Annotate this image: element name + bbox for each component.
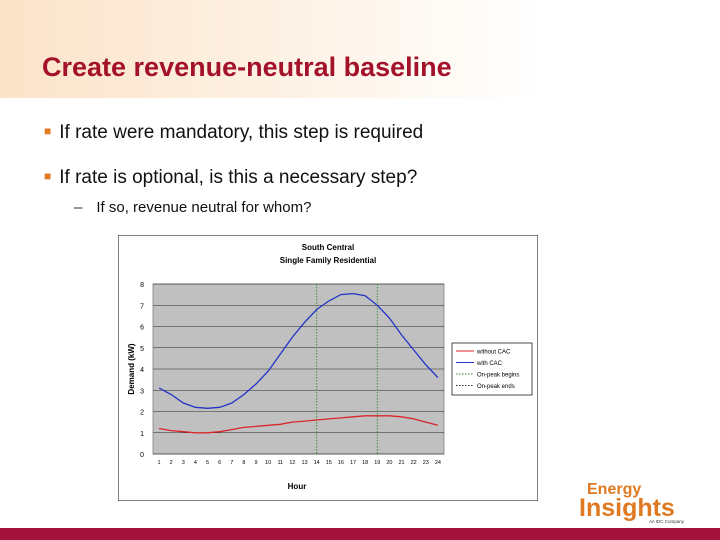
x-tick-label: 2 (170, 460, 173, 466)
x-tick-label: 7 (230, 460, 233, 466)
x-tick-label: 22 (411, 460, 417, 466)
y-tick-label: 3 (140, 388, 144, 395)
bullet-2-text: If rate is optional, is this a necessary… (59, 167, 418, 188)
y-tick-label: 1 (140, 431, 144, 438)
bullet-square-icon: ■ (44, 124, 52, 138)
x-tick-label: 10 (265, 460, 271, 466)
legend-label: On-peak begins (477, 372, 519, 378)
y-tick-label: 6 (140, 325, 144, 332)
x-tick-label: 1 (158, 460, 161, 466)
y-tick-label: 8 (140, 282, 144, 289)
x-tick-label: 12 (289, 460, 295, 466)
bullet-2: ■ If rate is optional, is this a necessar… (44, 167, 417, 189)
logo-line-2: Insights (579, 494, 675, 522)
energy-insights-logo: Energy Insights An IDC Company (579, 481, 685, 524)
title-band (0, 0, 720, 98)
logo-line-1: Energy (587, 481, 641, 498)
bullet-square-icon: ■ (44, 169, 52, 183)
sub-bullet-text: If so, revenue neutral for whom? (96, 199, 312, 216)
chart-title: South Central (302, 243, 354, 252)
y-tick-label: 4 (140, 367, 144, 374)
demand-chart: South Central Single Family Residential … (118, 235, 538, 501)
x-tick-label: 16 (338, 460, 344, 466)
legend-box (451, 342, 533, 396)
chart-legend: without CAC with CAC On-peak begins On-peak… (451, 342, 533, 396)
x-tick-label: 9 (255, 460, 258, 466)
x-tick-label: 19 (374, 460, 380, 466)
x-tick-label: 23 (423, 460, 429, 466)
x-tick-label: 21 (399, 460, 405, 466)
y-axis-label: Demand (kW) (127, 343, 136, 394)
y-tick-label: 5 (140, 346, 144, 353)
legend-label: On-peak ends (477, 384, 515, 390)
bullet-1: ■ If rate were mandatory, this step is re… (44, 122, 423, 144)
x-tick-label: 14 (314, 460, 320, 466)
x-tick-label: 11 (277, 460, 283, 466)
y-tick-label: 7 (140, 303, 144, 310)
series-line (158, 415, 439, 434)
x-tick-label: 24 (435, 460, 441, 466)
x-tick-label: 3 (182, 460, 185, 466)
slide-title: Create revenue-neutral baseline (42, 52, 452, 82)
dash-icon: – (74, 199, 83, 216)
x-tick-label: 17 (350, 460, 356, 466)
chart-subtitle: Single Family Residential (280, 256, 376, 265)
x-tick-label: 6 (218, 460, 221, 466)
x-tick-label: 18 (362, 460, 368, 466)
series-line (158, 292, 439, 409)
bullet-1-text: If rate were mandatory, this step is req… (59, 122, 424, 143)
x-tick-label: 4 (194, 460, 197, 466)
bottom-bar (0, 528, 720, 540)
y-tick-label: 2 (140, 410, 144, 417)
x-tick-label: 8 (242, 460, 245, 466)
x-tick-label: 5 (206, 460, 209, 466)
y-tick-label: 0 (140, 452, 144, 459)
x-axis-label: Hour (288, 482, 307, 491)
legend-label: without CAC (476, 349, 511, 355)
legend-label: with CAC (476, 361, 503, 367)
x-tick-label: 13 (302, 460, 308, 466)
x-tick-label: 20 (386, 460, 392, 466)
sub-bullet: – If so, revenue neutral for whom? (74, 199, 311, 216)
logo-tagline: An IDC Company (649, 519, 685, 524)
x-tick-label: 15 (326, 460, 332, 466)
